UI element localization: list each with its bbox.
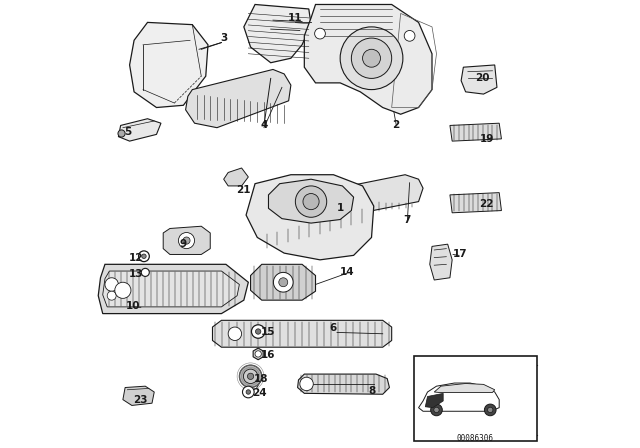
Circle shape — [108, 291, 116, 300]
Polygon shape — [450, 123, 502, 141]
Polygon shape — [246, 175, 374, 260]
Polygon shape — [118, 119, 161, 141]
Polygon shape — [287, 175, 423, 224]
Text: 9: 9 — [180, 239, 187, 249]
Text: 19: 19 — [479, 134, 494, 144]
Circle shape — [179, 233, 195, 249]
Circle shape — [255, 329, 261, 334]
Text: 10: 10 — [126, 301, 140, 311]
Text: 8: 8 — [368, 386, 375, 396]
Text: 15: 15 — [261, 327, 276, 336]
Circle shape — [248, 373, 253, 379]
Circle shape — [246, 390, 251, 394]
Polygon shape — [99, 264, 248, 314]
Polygon shape — [186, 69, 291, 128]
Circle shape — [484, 404, 496, 416]
Polygon shape — [305, 4, 432, 114]
Text: 4: 4 — [260, 121, 268, 130]
Text: 17: 17 — [452, 249, 467, 259]
Circle shape — [183, 237, 190, 244]
Text: 6: 6 — [330, 323, 337, 333]
Circle shape — [252, 325, 265, 338]
Text: 12: 12 — [129, 253, 143, 263]
Circle shape — [340, 27, 403, 90]
Polygon shape — [435, 383, 495, 392]
Text: 18: 18 — [253, 375, 268, 384]
Text: 21: 21 — [237, 185, 251, 195]
Circle shape — [118, 130, 125, 137]
Circle shape — [139, 251, 149, 262]
Text: 16: 16 — [261, 350, 276, 360]
Circle shape — [362, 49, 380, 67]
Polygon shape — [163, 226, 210, 254]
Polygon shape — [461, 65, 497, 94]
Text: 22: 22 — [479, 199, 494, 209]
Polygon shape — [425, 393, 443, 408]
Text: 24: 24 — [252, 388, 267, 398]
Circle shape — [351, 38, 392, 78]
Circle shape — [488, 407, 493, 413]
Polygon shape — [253, 348, 263, 360]
Circle shape — [105, 278, 118, 291]
Circle shape — [434, 407, 439, 413]
Polygon shape — [103, 271, 239, 307]
Text: 7: 7 — [403, 215, 410, 224]
Polygon shape — [130, 22, 208, 108]
Circle shape — [315, 28, 325, 39]
Polygon shape — [430, 244, 452, 280]
Circle shape — [243, 386, 254, 398]
Circle shape — [404, 30, 415, 41]
Polygon shape — [269, 179, 353, 223]
Polygon shape — [419, 383, 499, 411]
Polygon shape — [212, 320, 392, 347]
Circle shape — [303, 194, 319, 210]
Circle shape — [243, 369, 258, 383]
Text: 1: 1 — [337, 203, 344, 213]
Polygon shape — [244, 4, 311, 63]
Text: 11: 11 — [288, 13, 303, 23]
Text: 14: 14 — [340, 267, 354, 277]
Text: 3: 3 — [220, 33, 227, 43]
Circle shape — [141, 254, 146, 258]
Circle shape — [239, 365, 262, 388]
Text: 23: 23 — [134, 395, 148, 405]
Circle shape — [279, 278, 288, 287]
Circle shape — [255, 351, 261, 357]
Polygon shape — [224, 168, 248, 186]
Polygon shape — [450, 193, 502, 213]
Bar — [414, 356, 538, 441]
Circle shape — [228, 327, 242, 340]
Circle shape — [141, 268, 149, 276]
Text: 13: 13 — [129, 269, 143, 279]
Polygon shape — [251, 264, 316, 300]
Text: 2: 2 — [392, 121, 400, 130]
Circle shape — [296, 186, 327, 217]
Circle shape — [300, 377, 314, 391]
Circle shape — [115, 282, 131, 298]
Circle shape — [431, 404, 442, 416]
Polygon shape — [298, 374, 389, 394]
Text: 5: 5 — [125, 127, 132, 137]
Polygon shape — [123, 386, 154, 405]
Circle shape — [273, 272, 293, 292]
Text: 20: 20 — [475, 73, 490, 83]
Text: 00086306: 00086306 — [457, 434, 494, 443]
